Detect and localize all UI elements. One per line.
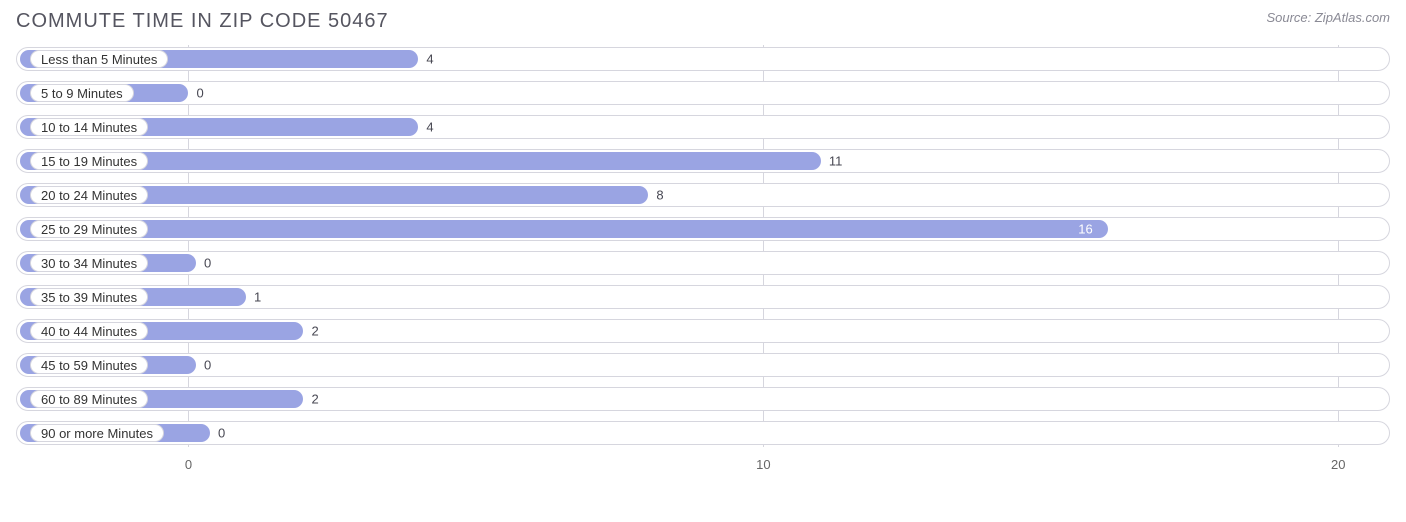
chart-container: COMMUTE TIME IN ZIP CODE 50467 Source: Z… bbox=[0, 0, 1406, 522]
bar-track bbox=[16, 251, 1390, 275]
value-label: 8 bbox=[656, 188, 663, 203]
category-label: 35 to 39 Minutes bbox=[30, 288, 148, 306]
bar-row: 5 to 9 Minutes 0 bbox=[16, 79, 1390, 107]
value-label: 2 bbox=[311, 392, 318, 407]
value-label: 0 bbox=[204, 256, 211, 271]
category-label: 25 to 29 Minutes bbox=[30, 220, 148, 238]
value-label: 1 bbox=[254, 290, 261, 305]
value-label: 11 bbox=[829, 154, 843, 169]
bar-row: 45 to 59 Minutes 0 bbox=[16, 351, 1390, 379]
bar-row: 60 to 89 Minutes 2 bbox=[16, 385, 1390, 413]
chart-title: COMMUTE TIME IN ZIP CODE 50467 bbox=[16, 10, 389, 33]
bar-row: 30 to 34 Minutes 0 bbox=[16, 249, 1390, 277]
bar-row: 40 to 44 Minutes 2 bbox=[16, 317, 1390, 345]
bar-track bbox=[16, 81, 1390, 105]
x-axis: 0 10 20 bbox=[16, 453, 1390, 479]
x-tick-label: 0 bbox=[185, 457, 192, 472]
x-tick-label: 20 bbox=[1331, 457, 1345, 472]
chart-source: Source: ZipAtlas.com bbox=[1266, 10, 1390, 25]
value-label: 0 bbox=[204, 358, 211, 373]
category-label: 30 to 34 Minutes bbox=[30, 254, 148, 272]
bar-row: 25 to 29 Minutes 16 bbox=[16, 215, 1390, 243]
category-label: 10 to 14 Minutes bbox=[30, 118, 148, 136]
bar-row: Less than 5 Minutes 4 bbox=[16, 45, 1390, 73]
category-label: 45 to 59 Minutes bbox=[30, 356, 148, 374]
bar-row: 35 to 39 Minutes 1 bbox=[16, 283, 1390, 311]
category-label: 60 to 89 Minutes bbox=[30, 390, 148, 408]
plot-area: Less than 5 Minutes 4 5 to 9 Minutes 0 10 to… bbox=[16, 45, 1390, 447]
category-label: 40 to 44 Minutes bbox=[30, 322, 148, 340]
bar-row: 90 or more Minutes 0 bbox=[16, 419, 1390, 447]
category-label: 15 to 19 Minutes bbox=[30, 152, 148, 170]
bar-fill bbox=[20, 220, 1108, 238]
bar-row: 10 to 14 Minutes 4 bbox=[16, 113, 1390, 141]
value-label: 16 bbox=[1078, 222, 1092, 237]
x-tick-label: 10 bbox=[756, 457, 770, 472]
bar-row: 20 to 24 Minutes 8 bbox=[16, 181, 1390, 209]
value-label: 4 bbox=[426, 52, 433, 67]
value-label: 2 bbox=[311, 324, 318, 339]
value-label: 0 bbox=[218, 426, 225, 441]
bar-row: 15 to 19 Minutes 11 bbox=[16, 147, 1390, 175]
value-label: 4 bbox=[426, 120, 433, 135]
category-label: 90 or more Minutes bbox=[30, 424, 164, 442]
chart-header: COMMUTE TIME IN ZIP CODE 50467 Source: Z… bbox=[16, 10, 1390, 33]
category-label: 20 to 24 Minutes bbox=[30, 186, 148, 204]
bar-track bbox=[16, 353, 1390, 377]
category-label: 5 to 9 Minutes bbox=[30, 84, 134, 102]
category-label: Less than 5 Minutes bbox=[30, 50, 168, 68]
value-label: 0 bbox=[196, 86, 203, 101]
